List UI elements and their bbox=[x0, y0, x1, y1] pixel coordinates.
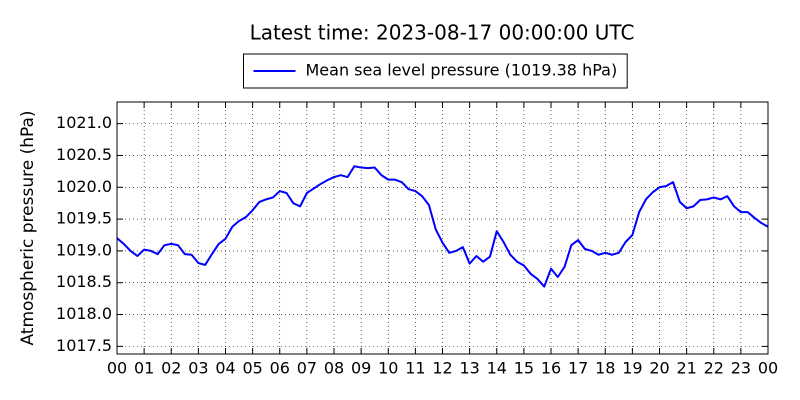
legend-label: Mean sea level pressure (1019.38 hPa) bbox=[306, 61, 618, 80]
x-tick-label: 10 bbox=[378, 359, 398, 378]
y-tick-label: 1017.5 bbox=[56, 336, 112, 355]
y-tick-label: 1018.0 bbox=[56, 304, 112, 323]
x-tick-label: 15 bbox=[514, 359, 534, 378]
x-tick-label: 13 bbox=[459, 359, 479, 378]
chart-title: Latest time: 2023-08-17 00:00:00 UTC bbox=[250, 21, 635, 45]
legend-box bbox=[243, 53, 628, 89]
x-tick-label: 18 bbox=[595, 359, 615, 378]
x-tick-label: 08 bbox=[324, 359, 344, 378]
x-tick-label: 04 bbox=[215, 359, 235, 378]
y-tick-label: 1019.0 bbox=[56, 240, 112, 259]
x-tick-label: 11 bbox=[405, 359, 425, 378]
x-tick-label: 21 bbox=[676, 359, 696, 378]
x-tick-label: 20 bbox=[649, 359, 669, 378]
x-tick-label: 02 bbox=[161, 359, 181, 378]
y-tick-label: 1019.5 bbox=[56, 209, 112, 228]
x-tick-label: 05 bbox=[242, 359, 262, 378]
y-tick-label: 1018.5 bbox=[56, 272, 112, 291]
x-tick-label: 14 bbox=[487, 359, 507, 378]
x-tick-label: 00 bbox=[758, 359, 778, 378]
y-axis-label: Atmospheric pressure (hPa) bbox=[18, 110, 38, 345]
x-tick-label: 09 bbox=[351, 359, 371, 378]
line-series bbox=[116, 165, 769, 288]
y-tick-label: 1020.5 bbox=[56, 145, 112, 164]
plot-frame bbox=[116, 101, 769, 355]
y-tick-label: 1021.0 bbox=[56, 113, 112, 132]
x-tick-label: 06 bbox=[270, 359, 290, 378]
x-tick-label: 00 bbox=[107, 359, 127, 378]
y-tick-label: 1020.0 bbox=[56, 177, 112, 196]
x-tick-label: 07 bbox=[297, 359, 317, 378]
x-tick-label: 16 bbox=[541, 359, 561, 378]
x-tick-label: 23 bbox=[731, 359, 751, 378]
x-tick-label: 17 bbox=[568, 359, 588, 378]
x-tick-label: 12 bbox=[432, 359, 452, 378]
x-tick-label: 01 bbox=[134, 359, 154, 378]
x-tick-label: 03 bbox=[188, 359, 208, 378]
x-tick-label: 22 bbox=[704, 359, 724, 378]
x-tick-label: 19 bbox=[622, 359, 642, 378]
